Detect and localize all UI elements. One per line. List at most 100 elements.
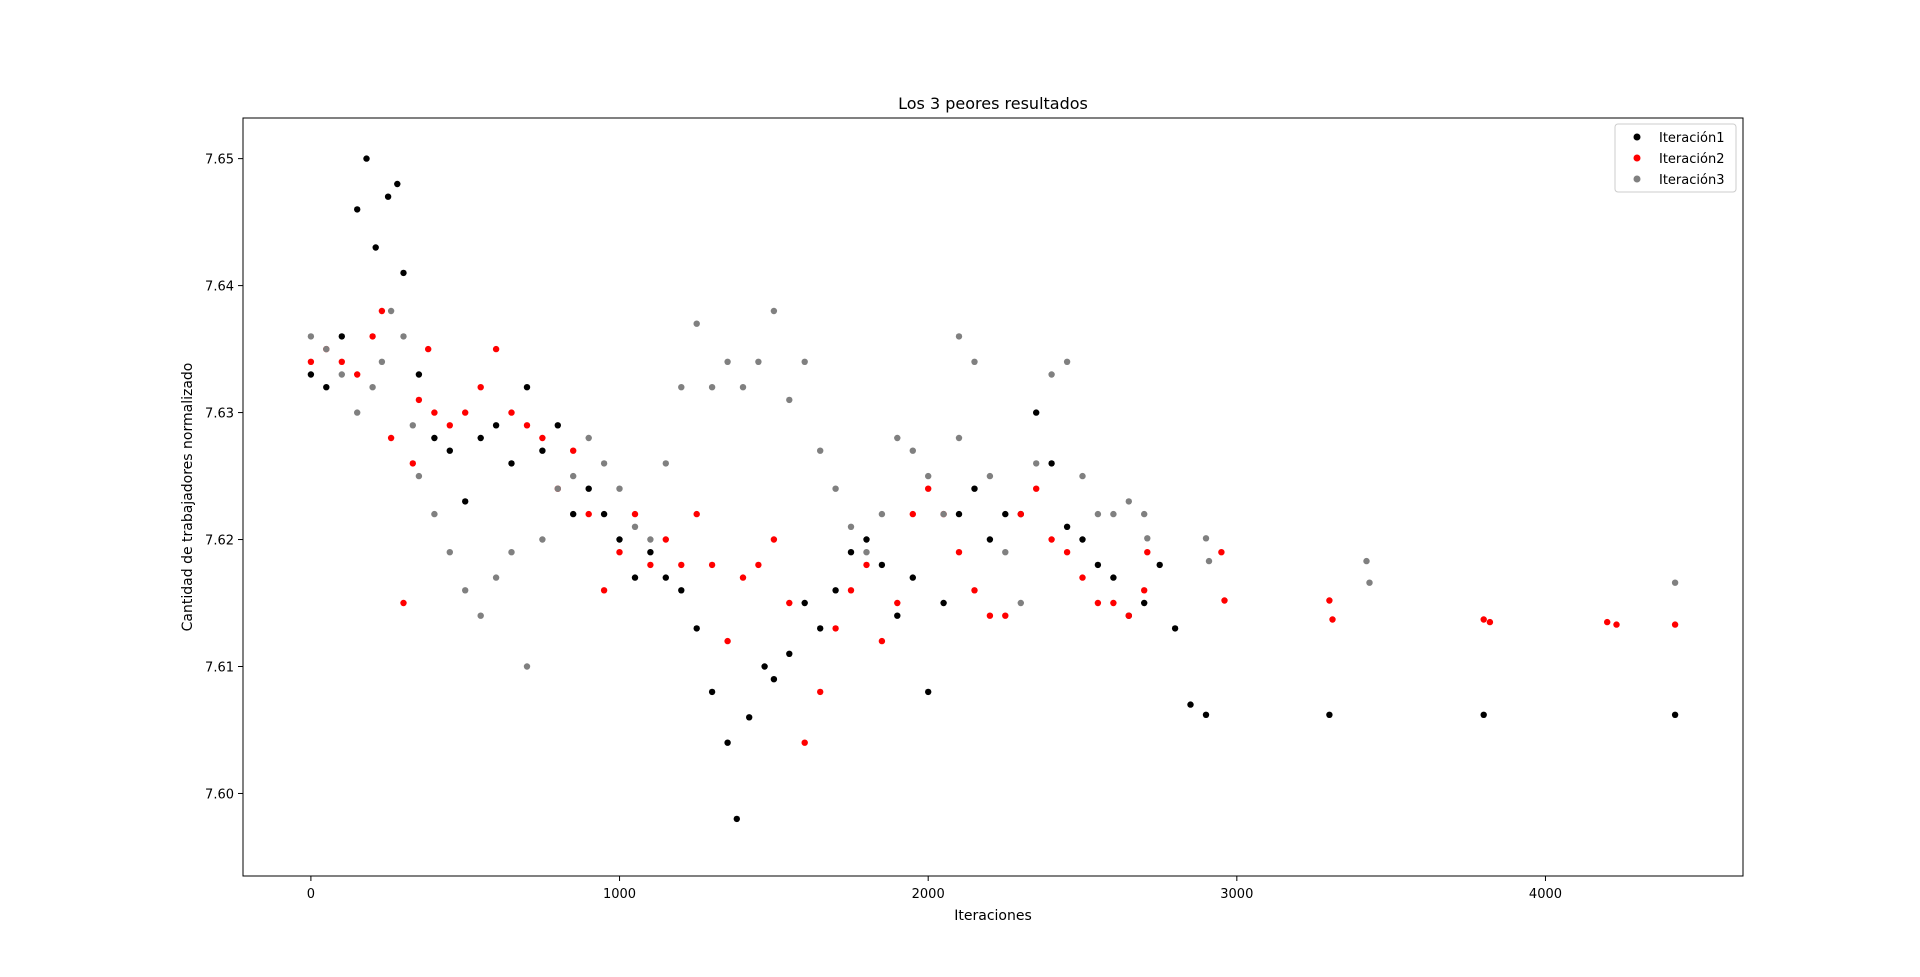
- data-point: [955, 549, 963, 556]
- y-tick-label: 7.65: [205, 153, 234, 168]
- data-point: [492, 574, 500, 581]
- y-tick-label: 7.60: [205, 787, 234, 802]
- data-point: [1187, 701, 1194, 708]
- data-point: [431, 510, 438, 518]
- data-point: [847, 587, 855, 594]
- data-point: [925, 688, 932, 696]
- data-point: [878, 561, 886, 569]
- data-point: [739, 574, 747, 581]
- x-tick-label: 1000: [603, 887, 636, 902]
- data-point: [1063, 523, 1071, 530]
- data-point: [369, 384, 376, 391]
- data-point: [400, 599, 407, 607]
- y-axis-label: Cantidad de trabajadores normalizado: [180, 363, 196, 632]
- legend-label-iteracion3: Iteración3: [1659, 173, 1724, 188]
- data-point: [1366, 579, 1373, 586]
- data-point: [378, 307, 386, 315]
- data-point: [1017, 510, 1024, 518]
- y-tick-label: 7.64: [205, 280, 234, 295]
- data-point: [986, 612, 994, 619]
- data-point: [585, 485, 592, 492]
- data-point: [678, 587, 685, 594]
- data-point: [708, 384, 716, 391]
- data-point: [801, 599, 808, 607]
- data-point: [363, 155, 370, 162]
- data-point: [394, 180, 401, 188]
- data-point: [971, 358, 978, 365]
- data-point: [477, 434, 484, 442]
- data-point: [554, 422, 561, 429]
- legend-label-iteracion2: Iteración2: [1659, 152, 1724, 167]
- data-point: [1141, 599, 1148, 607]
- y-tick-label: 7.63: [205, 407, 234, 422]
- data-point: [894, 612, 901, 619]
- data-point: [323, 345, 330, 353]
- data-point: [1079, 574, 1086, 581]
- data-point: [1110, 510, 1117, 518]
- data-point: [955, 510, 963, 518]
- data-point: [1125, 612, 1133, 619]
- legend-marker-iteracion3: [1633, 175, 1641, 183]
- data-point: [492, 422, 500, 429]
- data-point: [508, 460, 515, 467]
- data-point: [863, 536, 870, 543]
- data-point: [1063, 549, 1071, 556]
- data-point: [446, 447, 453, 454]
- data-point: [631, 574, 639, 581]
- data-point: [1480, 711, 1487, 718]
- data-point: [425, 345, 432, 353]
- data-point: [307, 371, 315, 378]
- data-point: [817, 688, 824, 696]
- legend-marker-iteracion2: [1633, 154, 1641, 162]
- y-tick-label: 7.62: [205, 534, 234, 549]
- legend: Iteración1 Iteración2 Iteración3: [1614, 123, 1737, 193]
- data-point: [971, 485, 978, 492]
- data-point: [1363, 557, 1370, 565]
- data-point: [832, 587, 839, 594]
- data-point: [801, 739, 808, 746]
- data-point: [477, 612, 484, 619]
- data-point: [1063, 358, 1071, 365]
- plot-area: [242, 117, 1744, 877]
- data-point: [986, 472, 994, 480]
- data-point: [409, 422, 416, 429]
- data-point: [431, 434, 438, 442]
- data-point: [786, 650, 793, 657]
- data-point: [1326, 597, 1333, 604]
- data-point: [1094, 561, 1102, 569]
- points-layer: [307, 155, 1679, 823]
- data-point: [1033, 409, 1040, 416]
- data-point: [863, 561, 870, 569]
- data-point: [1144, 535, 1151, 542]
- data-point: [307, 358, 315, 365]
- data-point: [1094, 599, 1102, 607]
- data-point: [1486, 618, 1494, 626]
- data-point: [1202, 711, 1210, 718]
- data-point: [1079, 536, 1086, 543]
- data-point: [894, 434, 901, 442]
- data-point: [431, 409, 438, 416]
- data-point: [631, 523, 639, 530]
- data-point: [415, 472, 423, 480]
- data-point: [662, 574, 669, 581]
- data-point: [570, 447, 577, 454]
- data-point: [1613, 621, 1620, 628]
- data-point: [462, 409, 469, 416]
- data-point: [739, 384, 747, 391]
- data-point: [570, 510, 577, 518]
- data-point: [1002, 612, 1009, 619]
- data-point: [600, 510, 608, 518]
- data-point: [878, 510, 886, 518]
- data-point: [1171, 625, 1179, 632]
- data-point: [647, 561, 654, 569]
- data-point: [387, 307, 395, 315]
- data-point: [832, 625, 839, 632]
- data-point: [817, 447, 824, 454]
- plot-frame: [242, 117, 1744, 877]
- data-point: [1326, 711, 1333, 718]
- data-point: [1033, 460, 1040, 467]
- x-tick-label: 4000: [1529, 887, 1562, 902]
- data-point: [755, 561, 762, 569]
- data-point: [1048, 371, 1055, 378]
- data-point: [1048, 460, 1055, 467]
